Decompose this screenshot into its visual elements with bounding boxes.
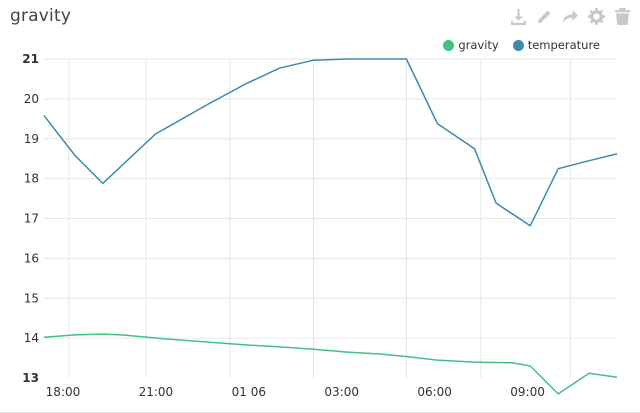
y-tick-label: 20 [24,92,39,106]
x-tick-label: 09:00 [510,385,545,399]
panel-title: gravity [10,6,72,26]
x-tick-label: 18:00 [46,385,81,399]
x-tick-label: 03:00 [324,385,359,399]
y-tick-label: 14 [24,331,39,345]
legend-item-gravity[interactable]: gravity [443,38,499,52]
legend-dot-temperature [512,39,524,51]
x-tick-label: 06:00 [417,385,452,399]
x-tick-label: 01 06 [232,385,266,399]
share-icon[interactable] [561,8,580,25]
y-tick-label: 13 [22,371,39,385]
y-tick-label: 16 [24,251,39,265]
legend-item-temperature[interactable]: temperature [512,38,600,52]
y-tick-label: 18 [24,172,39,186]
legend-label-gravity: gravity [458,38,499,52]
delete-icon[interactable] [613,8,632,25]
series-line-temperature [43,58,618,227]
edit-icon[interactable] [535,8,554,25]
legend-dot-gravity [443,39,455,51]
y-tick-label: 15 [24,291,39,305]
chart-legend: gravity temperature [443,38,600,52]
y-tick-label: 19 [24,132,39,146]
download-icon[interactable] [509,8,528,25]
x-tick-label: 21:00 [139,385,174,399]
settings-icon[interactable] [587,8,606,25]
y-tick-label: 21 [22,52,39,66]
y-tick-label: 17 [24,212,39,226]
series-line-gravity [43,333,618,395]
legend-label-temperature: temperature [527,38,600,52]
panel-toolbar [509,8,632,25]
